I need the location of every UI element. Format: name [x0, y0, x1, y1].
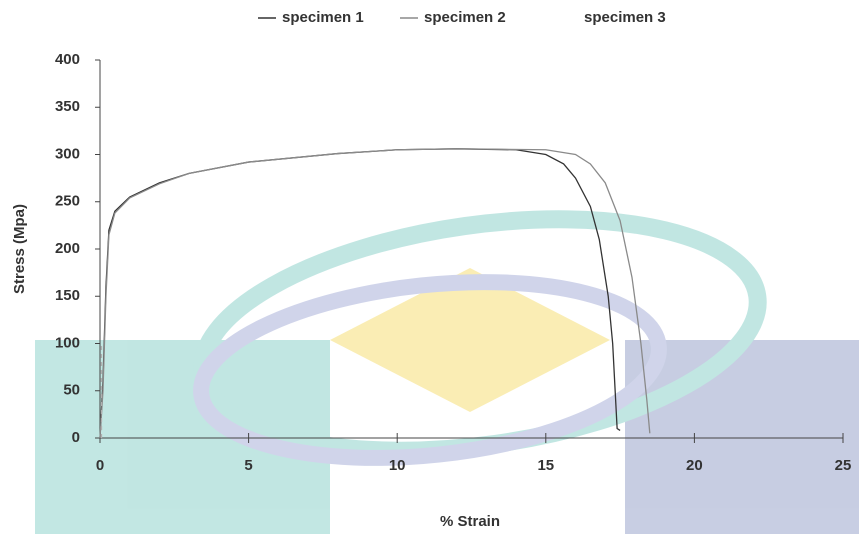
x-axis-label: % Strain: [440, 513, 500, 530]
x-tick-label: 10: [389, 457, 406, 474]
y-tick-label: 400: [55, 51, 80, 68]
x-tick-label: 20: [686, 457, 703, 474]
x-tick-label: 0: [96, 457, 104, 474]
y-tick-label: 0: [72, 429, 80, 446]
legend-label: specimen 1: [282, 9, 364, 26]
x-tick-label: 5: [244, 457, 252, 474]
y-tick-label: 150: [55, 287, 80, 304]
y-tick-label: 100: [55, 334, 80, 351]
legend-label: specimen 2: [424, 9, 506, 26]
y-tick-label: 300: [55, 145, 80, 162]
x-tick-label: 15: [537, 457, 554, 474]
x-tick-label: 25: [835, 457, 852, 474]
y-tick-label: 50: [63, 382, 80, 399]
y-tick-label: 200: [55, 240, 80, 257]
legend-label: specimen 3: [584, 9, 666, 26]
y-tick-label: 350: [55, 98, 80, 115]
watermark: [35, 187, 859, 534]
y-tick-label: 250: [55, 193, 80, 210]
y-axis-label: Stress (Mpa): [11, 204, 28, 294]
chart: Stress (Mpa) % Strain 050100150200250300…: [0, 0, 859, 534]
